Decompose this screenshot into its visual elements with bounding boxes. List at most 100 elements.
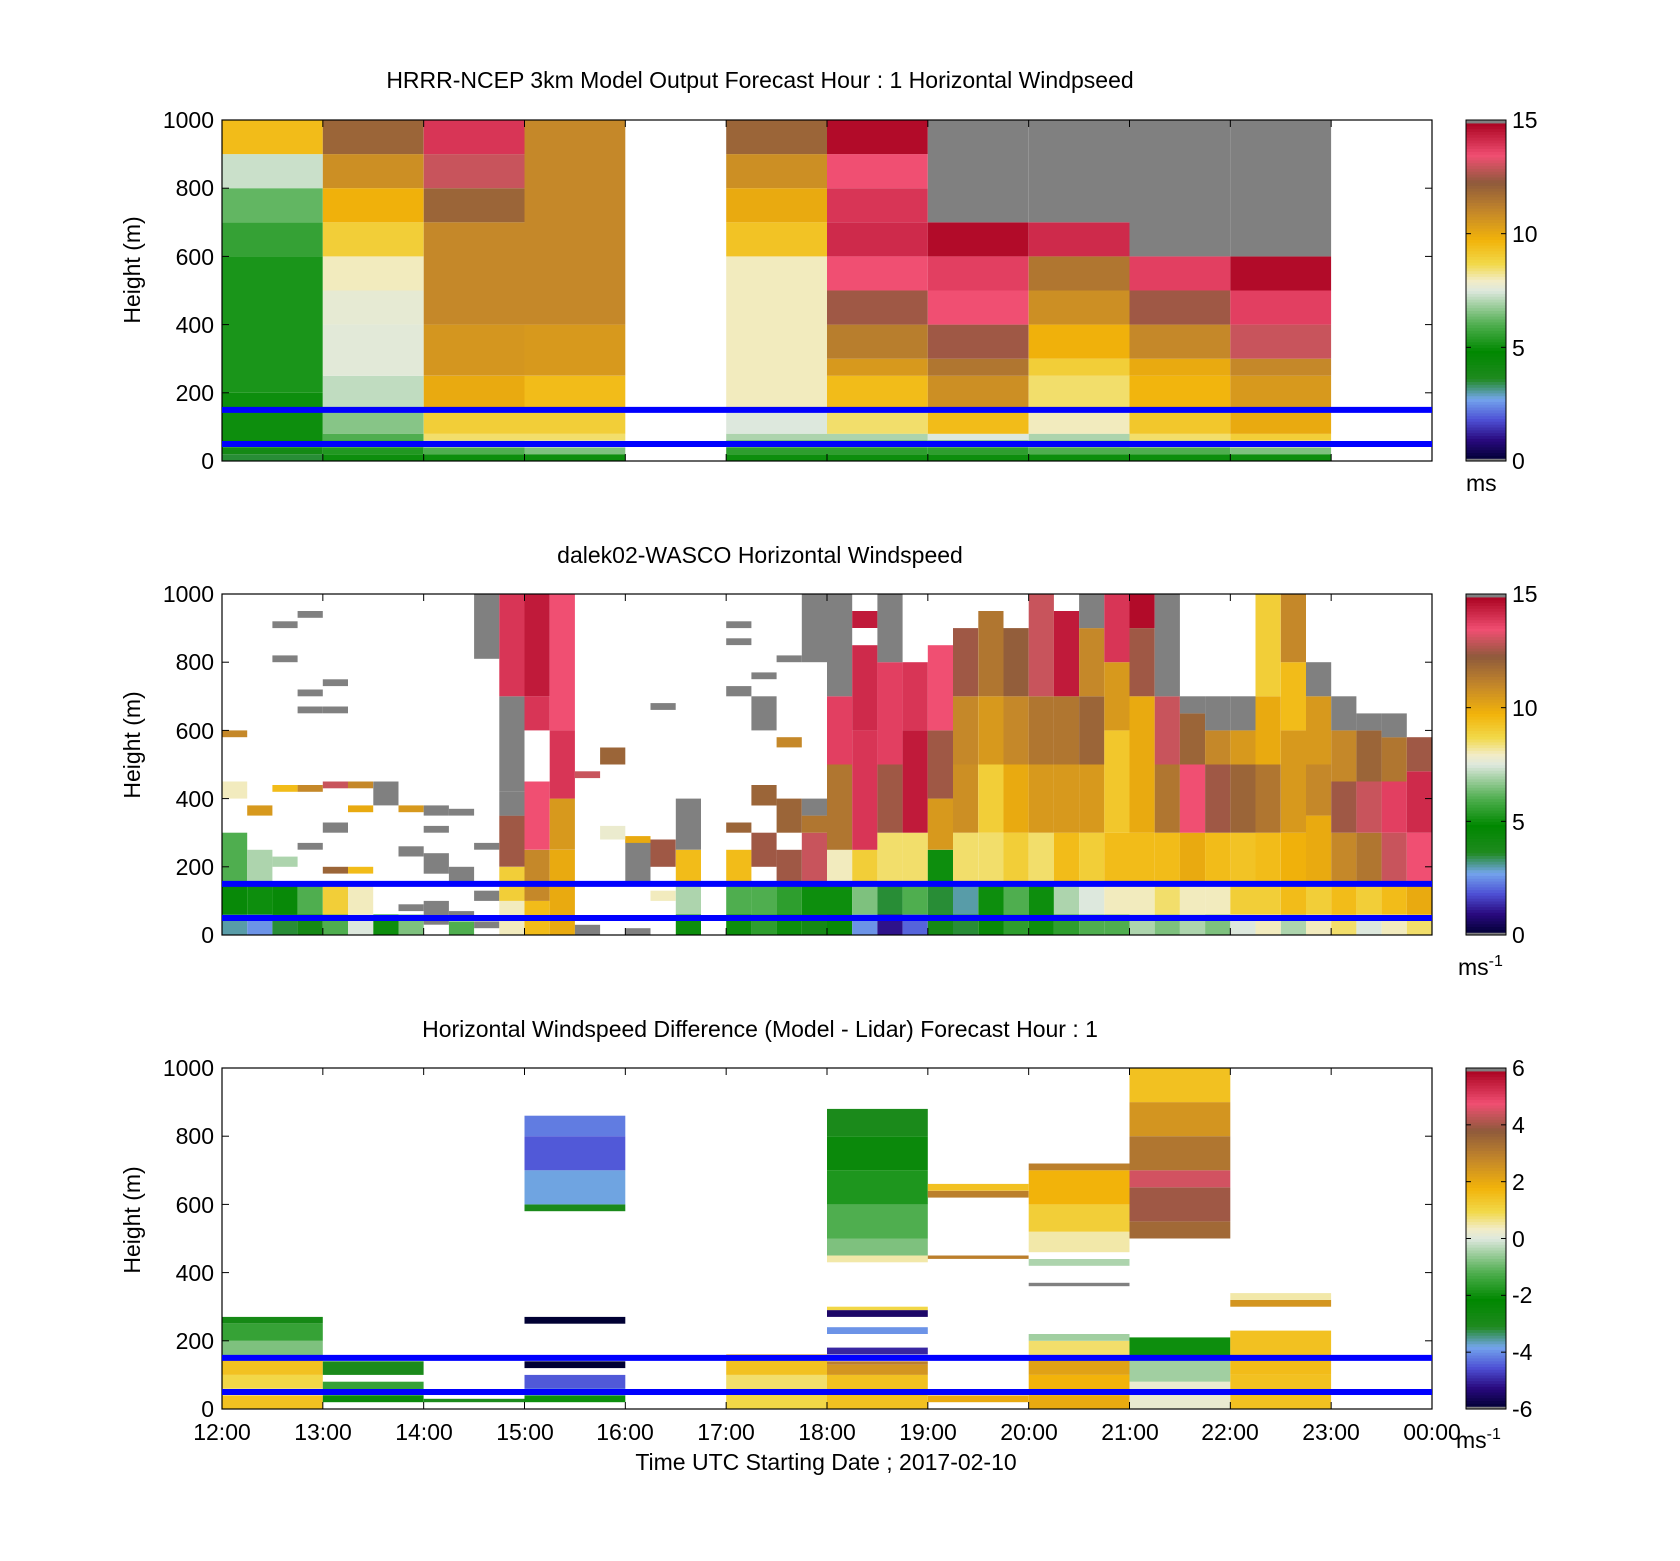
heatmap-cell	[1406, 832, 1432, 884]
heatmap-cell	[1230, 1299, 1332, 1307]
heatmap-cell	[827, 358, 928, 376]
colorbar-strip	[1466, 719, 1506, 723]
heatmap-cell	[322, 433, 424, 441]
colorbar-strip	[1466, 287, 1506, 292]
colorbar-strip	[1466, 384, 1506, 388]
colorbar-strip	[1466, 1394, 1506, 1399]
ytick-label: 0	[201, 922, 214, 948]
colorbar-strip	[1466, 801, 1506, 805]
heatmap-cell	[574, 924, 601, 935]
heatmap-cell	[272, 621, 298, 629]
colorbar-strip	[1466, 1278, 1506, 1282]
colorbar-strip	[1466, 176, 1506, 181]
colorbar-strip	[1466, 605, 1506, 609]
colorbar-strip	[1466, 225, 1506, 229]
heatmap-cell	[1104, 662, 1130, 731]
heatmap-cell	[322, 290, 424, 325]
colorbar-strip	[1466, 596, 1506, 601]
heatmap-cell	[1104, 594, 1130, 663]
heatmap-cell	[1028, 375, 1130, 410]
heatmap-cell	[1053, 611, 1080, 697]
colorbar-tick-label: 0	[1512, 922, 1525, 948]
colorbar-strip	[1466, 781, 1506, 785]
colorbar-strip	[1466, 665, 1506, 669]
colorbar-strip	[1466, 335, 1506, 340]
colorbar-strip	[1466, 1309, 1506, 1313]
colorbar-strip	[1466, 395, 1506, 400]
heatmap-cell	[827, 1310, 928, 1317]
heatmap-cell	[524, 120, 626, 325]
colorbar-strip	[1466, 1289, 1506, 1294]
heatmap-cell	[1230, 764, 1256, 833]
colorbar-strip	[1466, 276, 1506, 280]
colorbar-strip	[1466, 182, 1506, 186]
colorbar-strip	[1466, 1295, 1506, 1299]
heatmap-cell	[852, 645, 878, 731]
heatmap-cell	[222, 1357, 323, 1375]
heatmap-cell	[474, 842, 500, 850]
heatmap-cell	[1306, 815, 1332, 884]
heatmap-cell	[1356, 730, 1382, 782]
heatmap-cell	[978, 883, 1004, 915]
heatmap-cell	[675, 849, 701, 884]
heatmap-cell	[852, 849, 878, 884]
colorbar-strip	[1466, 764, 1506, 768]
colorbar-strip	[1466, 642, 1506, 646]
heatmap-cell	[1129, 628, 1155, 697]
heatmap-cell	[348, 805, 374, 813]
colorbar-strip	[1466, 367, 1506, 371]
heatmap-cell	[1255, 696, 1281, 765]
heatmap-cell	[1028, 1259, 1130, 1266]
colorbar-strip	[1466, 1147, 1506, 1152]
colorbar-strip	[1466, 415, 1506, 419]
colorbar-strip	[1466, 1360, 1506, 1365]
heatmap-cell	[801, 798, 827, 816]
heatmap-cell	[574, 771, 601, 779]
colorbar-strip	[1466, 619, 1506, 624]
colorbar-unit-label: ms	[1458, 954, 1489, 980]
heatmap-cell	[776, 655, 802, 663]
heatmap-cell	[726, 433, 827, 441]
heatmap-cell	[827, 188, 928, 223]
colorbar-strip	[1466, 1383, 1506, 1387]
heatmap-cell	[222, 120, 323, 155]
colorbar-strip	[1466, 273, 1506, 277]
heatmap-cell	[852, 611, 878, 628]
colorbar-strip	[1466, 1235, 1506, 1240]
colorbar-strip	[1466, 245, 1506, 249]
heatmap-cell	[222, 883, 248, 915]
colorbar-strip	[1466, 370, 1506, 374]
heatmap-cell	[348, 883, 374, 915]
colorbar-strip	[1466, 1221, 1506, 1225]
ytick-label: 200	[176, 854, 214, 880]
colorbar-strip	[1466, 1184, 1506, 1188]
heatmap-cell	[1280, 730, 1306, 833]
heatmap-cell	[373, 781, 399, 806]
colorbar-strip	[1466, 1107, 1506, 1112]
colorbar-strip	[1466, 1093, 1506, 1098]
heatmap-cell	[1179, 713, 1206, 765]
colorbar-strip	[1466, 645, 1506, 649]
xtick-label: 16:00	[596, 1419, 654, 1445]
colorbar-strip	[1466, 818, 1506, 822]
xtick-label: 13:00	[294, 1419, 352, 1445]
panel-3-title: Horizontal Windspeed Difference (Model -…	[422, 1016, 1098, 1042]
heatmap-cell	[1028, 256, 1130, 291]
colorbar-strip	[1466, 753, 1506, 757]
colorbar-strip	[1466, 1227, 1506, 1231]
heatmap-cell	[978, 832, 1004, 884]
heatmap-cell	[423, 825, 449, 833]
heatmap-cell	[549, 730, 575, 799]
heatmap-cell	[927, 256, 1029, 291]
heatmap-cell	[1028, 883, 1054, 915]
colorbar-strip	[1466, 1212, 1506, 1217]
colorbar-strip	[1466, 1190, 1506, 1194]
heatmap-cell	[751, 696, 777, 731]
heatmap-cell	[1331, 832, 1357, 884]
heatmap-cell	[1129, 1337, 1231, 1358]
heatmap-cell	[322, 883, 348, 915]
heatmap-cell	[1129, 447, 1231, 455]
heatmap-cell	[1028, 1170, 1130, 1205]
colorbar-strip	[1466, 196, 1506, 201]
